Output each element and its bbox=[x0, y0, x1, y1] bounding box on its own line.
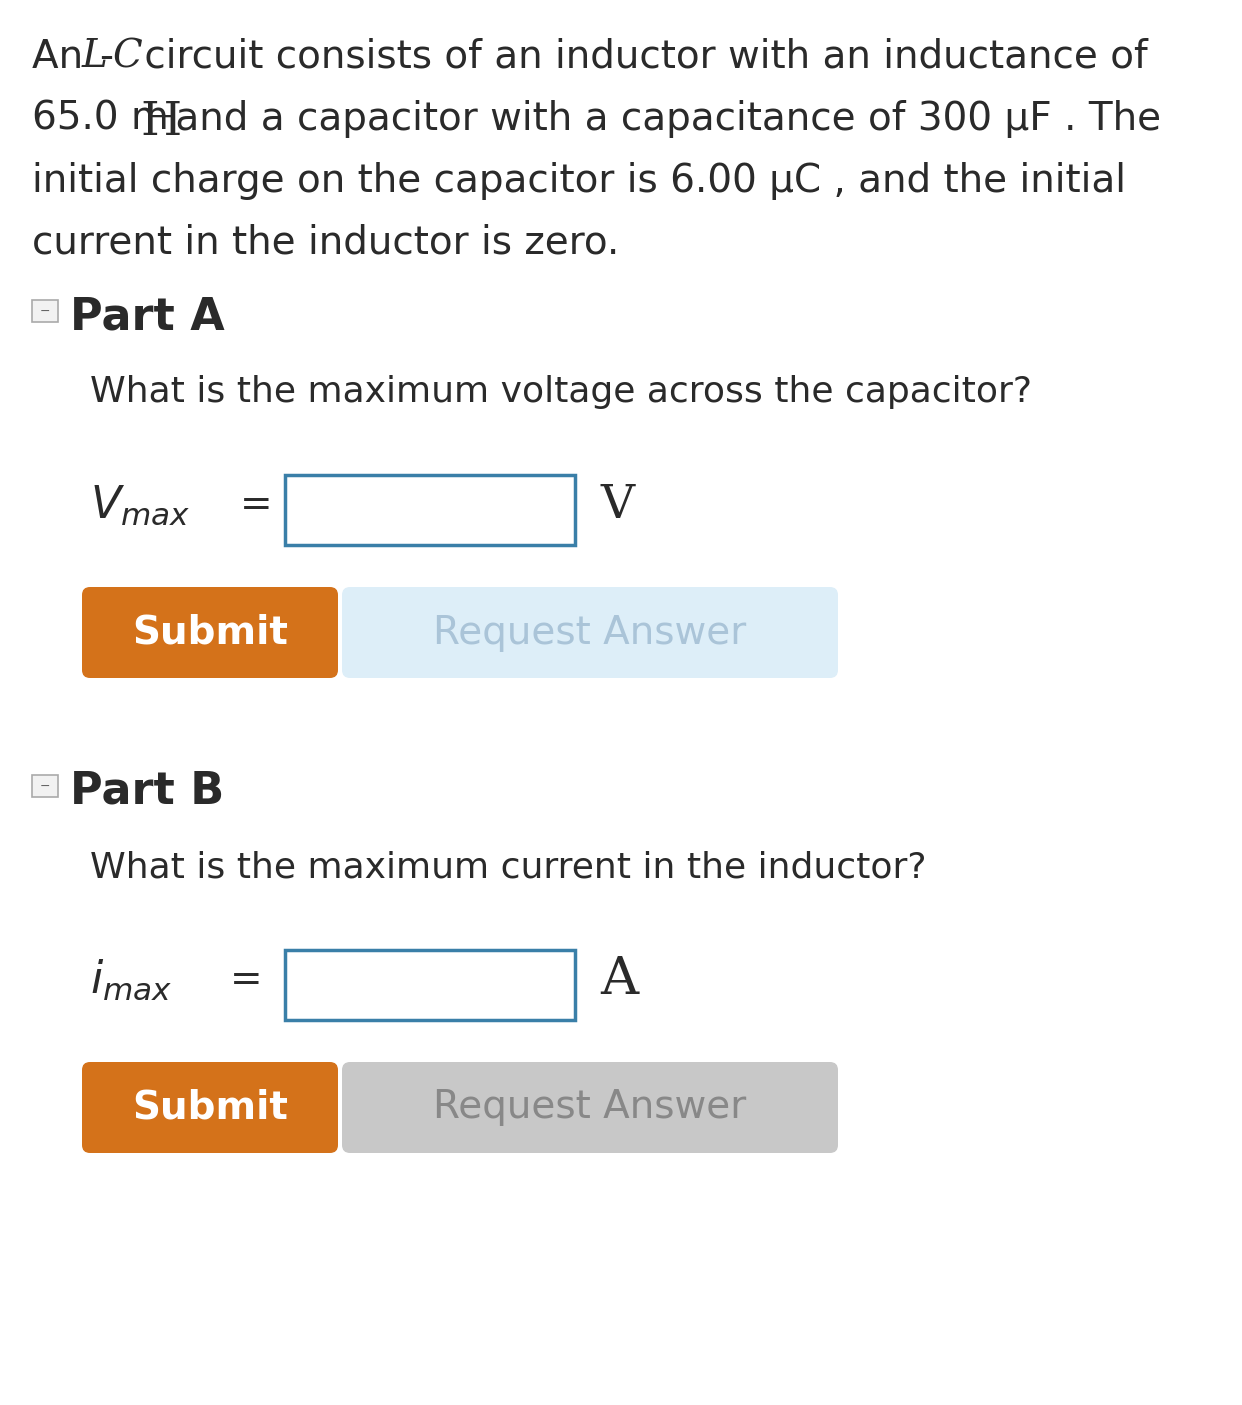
Text: $i_{max}$: $i_{max}$ bbox=[89, 958, 173, 1002]
Text: Request Answer: Request Answer bbox=[433, 614, 746, 652]
FancyBboxPatch shape bbox=[342, 587, 838, 679]
Text: What is the maximum voltage across the capacitor?: What is the maximum voltage across the c… bbox=[89, 375, 1032, 409]
Text: =: = bbox=[240, 486, 273, 524]
Text: L: L bbox=[82, 38, 108, 74]
FancyBboxPatch shape bbox=[284, 475, 575, 545]
Text: H: H bbox=[140, 100, 181, 145]
Text: C: C bbox=[112, 38, 142, 74]
Text: =: = bbox=[230, 961, 262, 999]
FancyBboxPatch shape bbox=[82, 587, 338, 679]
Text: V: V bbox=[600, 482, 635, 528]
Text: −: − bbox=[40, 305, 50, 318]
FancyBboxPatch shape bbox=[32, 776, 58, 797]
Text: current in the inductor is zero.: current in the inductor is zero. bbox=[32, 223, 620, 261]
Text: circuit consists of an inductor with an inductance of: circuit consists of an inductor with an … bbox=[132, 38, 1148, 76]
Text: Request Answer: Request Answer bbox=[433, 1089, 746, 1127]
Text: initial charge on the capacitor is 6.00 μC , and the initial: initial charge on the capacitor is 6.00 … bbox=[32, 162, 1126, 200]
Text: −: − bbox=[40, 780, 50, 792]
Text: 65.0 m: 65.0 m bbox=[32, 100, 169, 138]
Text: $V_{max}$: $V_{max}$ bbox=[89, 483, 190, 527]
Text: What is the maximum current in the inductor?: What is the maximum current in the induc… bbox=[89, 850, 927, 884]
Text: Submit: Submit bbox=[132, 614, 288, 652]
FancyBboxPatch shape bbox=[32, 301, 58, 322]
Text: Part A: Part A bbox=[70, 295, 225, 339]
Text: -: - bbox=[99, 38, 113, 76]
Text: Submit: Submit bbox=[132, 1089, 288, 1127]
Text: Part B: Part B bbox=[70, 770, 225, 813]
Text: and a capacitor with a capacitance of 300 μF . The: and a capacitor with a capacitance of 30… bbox=[163, 100, 1161, 138]
FancyBboxPatch shape bbox=[82, 1062, 338, 1154]
Text: An: An bbox=[32, 38, 96, 76]
FancyBboxPatch shape bbox=[284, 950, 575, 1020]
Text: A: A bbox=[600, 954, 638, 1006]
FancyBboxPatch shape bbox=[342, 1062, 838, 1154]
